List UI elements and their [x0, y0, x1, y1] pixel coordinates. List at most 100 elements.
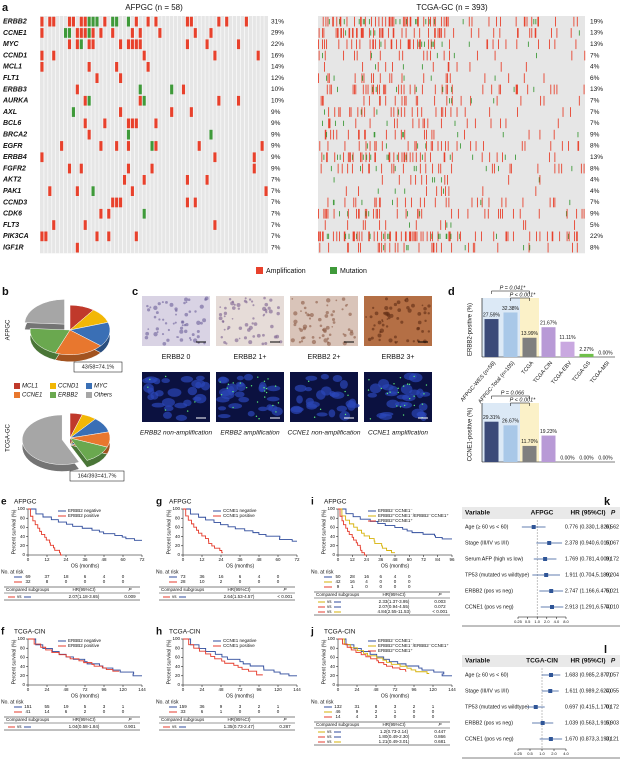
x-tick-label: 0 — [337, 687, 340, 692]
alteration-cell — [432, 41, 434, 47]
alteration-cell — [370, 16, 372, 27]
y-tick-label: 40 — [20, 664, 26, 669]
alteration-cell — [535, 186, 537, 196]
table-head: Variable — [465, 658, 490, 665]
alteration-cell — [119, 39, 123, 50]
alteration-cell — [379, 84, 381, 95]
table-head: HR(95%CI) — [72, 587, 96, 592]
hr-text: 1.611 (0.989,2.624) — [565, 688, 611, 694]
alteration-cell — [341, 28, 342, 38]
alteration-cell — [322, 28, 323, 38]
alteration-cell — [555, 16, 556, 27]
alteration-cell — [562, 107, 564, 117]
alteration-cell — [515, 154, 516, 160]
alteration-cell — [360, 165, 362, 172]
alteration-cell — [75, 242, 79, 253]
percent-label: 4% — [590, 188, 600, 195]
risk-number: 1 — [122, 704, 125, 709]
survival-curve — [183, 508, 297, 542]
risk-number: 0 — [379, 584, 382, 589]
alteration-cell — [379, 197, 381, 208]
panel-title: TCGA-GC (n = 393) — [416, 3, 488, 12]
alteration-cell — [336, 129, 338, 140]
cell — [385, 325, 389, 328]
y-tick-label: 60 — [175, 655, 181, 660]
alteration-cell — [451, 95, 453, 106]
alteration-cell — [361, 28, 363, 38]
cell — [393, 335, 397, 339]
alteration-cell — [386, 154, 388, 160]
alteration-cell — [327, 16, 329, 27]
alteration-cell — [535, 19, 537, 25]
signal — [368, 379, 370, 381]
cell — [326, 337, 330, 340]
percent-label: 8% — [590, 244, 600, 251]
alteration-cell — [327, 197, 329, 208]
alteration-cell — [325, 16, 327, 27]
alteration-cell — [79, 16, 83, 27]
alteration-cell — [343, 19, 345, 25]
nucleus — [234, 391, 245, 398]
alteration-cell — [432, 62, 434, 72]
cell — [167, 328, 170, 332]
alteration-cell — [426, 129, 427, 140]
alteration-cell — [392, 16, 393, 27]
alteration-cell — [437, 141, 439, 151]
alteration-cell — [95, 16, 99, 27]
alteration-cell — [373, 107, 375, 117]
cell — [387, 316, 391, 320]
cell — [427, 304, 431, 308]
ihc-image — [142, 296, 210, 346]
alteration-cell — [434, 19, 436, 25]
category-label: TCGA — [521, 360, 536, 376]
risk-number: 28 — [350, 574, 356, 579]
cell — [181, 324, 184, 327]
cell — [421, 329, 425, 333]
percent-label: 8% — [590, 165, 600, 172]
alteration-cell — [515, 84, 517, 95]
signal — [425, 384, 428, 386]
risk-number: 18 — [63, 574, 69, 579]
alteration-cell — [79, 28, 83, 38]
alteration-cell — [568, 233, 569, 239]
alteration-cell — [464, 107, 466, 117]
table-cell: 1.04(0.58-1.84) — [69, 724, 100, 729]
alteration-cell — [333, 177, 335, 183]
alteration-cell — [493, 163, 495, 174]
table-cell: vs — [327, 734, 332, 739]
alteration-cell — [538, 177, 540, 183]
signal — [399, 376, 402, 379]
alteration-cell — [490, 118, 492, 129]
alteration-cell — [427, 118, 429, 129]
alteration-cell — [413, 231, 415, 242]
cell — [199, 304, 204, 309]
alteration-cell — [409, 84, 411, 95]
alteration-cell — [500, 208, 501, 219]
cell — [224, 306, 227, 310]
alteration-cell — [421, 84, 423, 95]
alteration-cell — [409, 39, 411, 50]
cell — [300, 300, 305, 305]
alteration-cell — [403, 75, 405, 81]
cell — [233, 303, 236, 306]
signal — [232, 390, 234, 393]
alteration-cell — [87, 16, 91, 27]
alteration-cell — [535, 28, 537, 38]
table-cell: vs — [172, 594, 177, 599]
alteration-cell — [381, 175, 383, 185]
alteration-cell — [369, 233, 371, 239]
risk-number: 0 — [103, 579, 106, 584]
p-value: 0.055 — [606, 688, 619, 694]
table-cell: 4.84(2.55-11.53) — [378, 609, 411, 614]
bar — [579, 353, 594, 357]
table-cell: 0.287 — [279, 724, 291, 729]
y-tick-label: 20 — [175, 673, 181, 678]
percent-label: 7% — [271, 177, 281, 184]
alteration-cell — [126, 129, 131, 140]
alteration-cell — [430, 75, 432, 81]
alteration-cell — [554, 39, 556, 50]
alteration-cell — [415, 220, 417, 230]
alteration-cell — [417, 107, 419, 117]
alteration-cell — [379, 197, 381, 208]
alteration-cell — [456, 141, 458, 151]
